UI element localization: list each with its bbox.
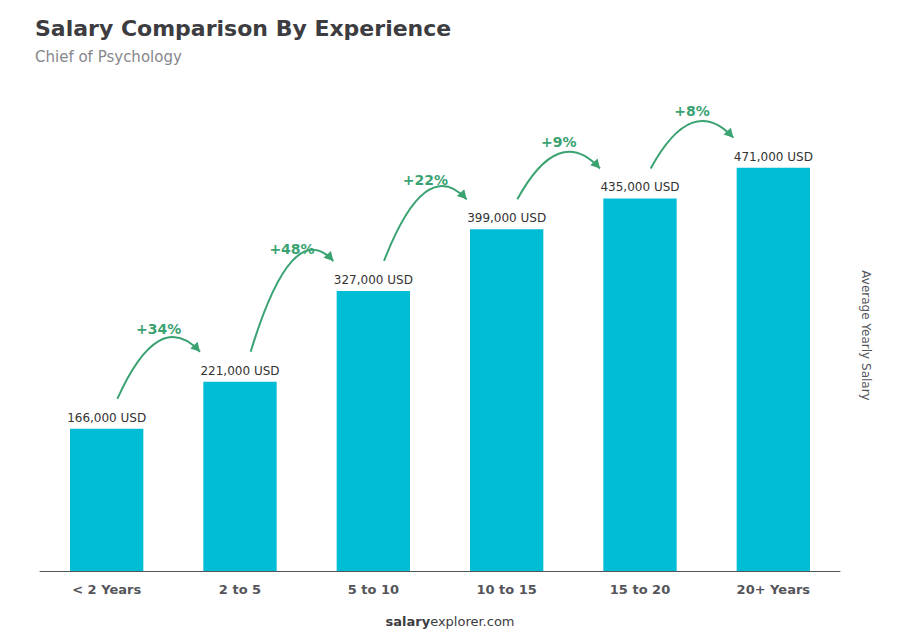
svg-text:5 to 10: 5 to 10: [348, 582, 399, 597]
svg-text:+8%: +8%: [674, 103, 710, 119]
svg-text:Average Yearly Salary: Average Yearly Salary: [859, 270, 873, 400]
svg-text:Salary Comparison By Experienc: Salary Comparison By Experience: [35, 16, 451, 41]
svg-text:Chief of Psychology: Chief of Psychology: [35, 48, 182, 66]
svg-text:+9%: +9%: [541, 134, 577, 150]
svg-text:166,000 USD: 166,000 USD: [67, 411, 146, 425]
svg-text:2 to 5: 2 to 5: [219, 582, 261, 597]
svg-text:+48%: +48%: [269, 241, 314, 257]
svg-text:10 to 15: 10 to 15: [476, 582, 536, 597]
svg-text:+22%: +22%: [403, 172, 448, 188]
svg-text:15 to 20: 15 to 20: [610, 582, 670, 597]
svg-text:471,000 USD: 471,000 USD: [734, 150, 813, 164]
svg-text:435,000 USD: 435,000 USD: [600, 180, 679, 194]
svg-text:221,000 USD: 221,000 USD: [200, 364, 279, 378]
svg-text:327,000 USD: 327,000 USD: [334, 273, 413, 287]
svg-text:+34%: +34%: [136, 321, 181, 337]
svg-text:explorer.com: explorer.com: [430, 614, 514, 629]
svg-text:salary: salary: [385, 614, 430, 629]
svg-text:< 2 Years: < 2 Years: [72, 582, 141, 597]
svg-text:20+ Years: 20+ Years: [737, 582, 811, 597]
svg-text:399,000 USD: 399,000 USD: [467, 211, 546, 225]
